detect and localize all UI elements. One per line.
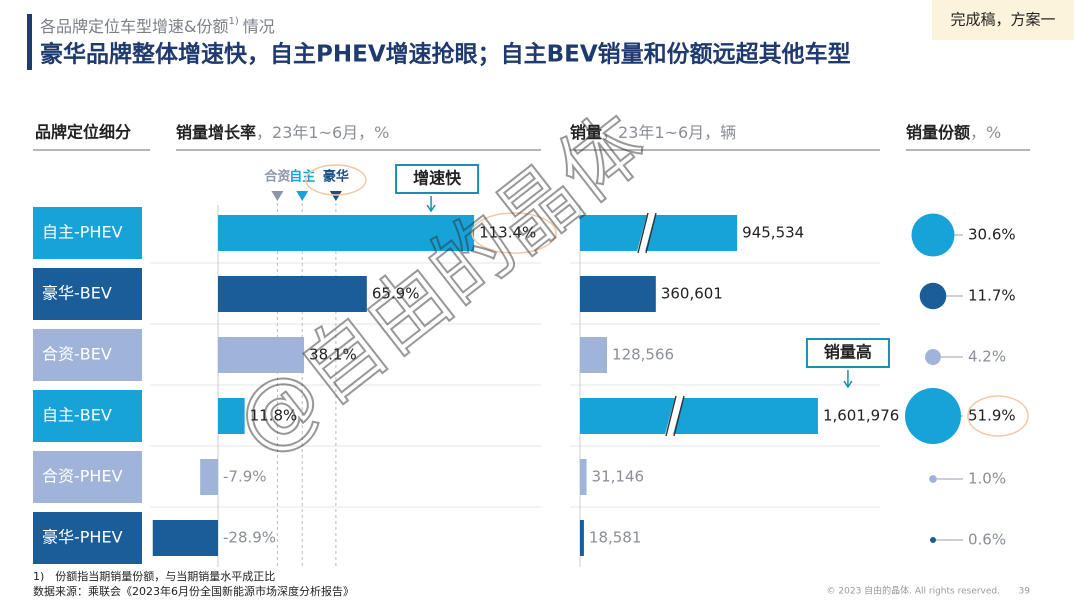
source: 数据来源：乘联会《2023年6月份全国新能源市场深度分析报告》 xyxy=(33,584,354,598)
column-subtitle: ，23年1~6月，辆 xyxy=(602,123,736,142)
highlight-ellipse xyxy=(471,212,557,254)
category-label: 自主-PHEV xyxy=(42,223,123,242)
stamp: 完成稿，方案一 xyxy=(950,10,1055,28)
growth-label: -28.9% xyxy=(223,529,276,547)
reference-marker xyxy=(329,191,342,201)
volume-label: 128,566 xyxy=(612,346,674,364)
category-label: 豪华-BEV xyxy=(42,284,112,303)
reference-marker xyxy=(271,191,284,201)
category-box xyxy=(33,451,142,503)
title-bar xyxy=(27,14,32,70)
annotation-arrow xyxy=(843,370,853,389)
growth-bar xyxy=(200,459,219,495)
share-bubble xyxy=(919,282,947,310)
row-header: 品牌定位细分 xyxy=(35,123,131,142)
kicker-text: 各品牌定位车型增速&份额 xyxy=(40,17,228,36)
share-label: 30.6% xyxy=(968,226,1016,244)
share-label: 11.7% xyxy=(968,287,1016,305)
kicker-sup: 1) xyxy=(228,16,238,27)
share-bubble xyxy=(905,388,961,444)
reference-label: 合资 xyxy=(264,169,290,185)
annotation-box xyxy=(395,164,480,194)
growth-label: 113.4% xyxy=(479,224,536,242)
slide-title: 豪华品牌整体增速快，自主PHEV增速抢眼；自主BEV销量和份额远超其他车型 xyxy=(40,41,851,68)
page-number: 39 xyxy=(1019,587,1031,597)
category-box xyxy=(33,268,142,320)
growth-bar xyxy=(218,337,305,373)
category-box xyxy=(33,207,142,259)
category-label: 合资-BEV xyxy=(42,345,112,364)
category-label: 自主-BEV xyxy=(42,406,112,425)
growth-bar xyxy=(152,520,219,556)
volume-bar xyxy=(580,520,584,556)
share-label: 4.2% xyxy=(968,348,1006,366)
volume-label: 18,581 xyxy=(589,529,642,547)
share-bubble xyxy=(929,536,937,544)
growth-label: 65.9% xyxy=(372,285,420,303)
column-title: 销量份额 xyxy=(906,123,970,142)
category-label: 豪华-PHEV xyxy=(42,528,123,547)
category-box xyxy=(33,329,142,381)
growth-bar xyxy=(218,398,245,434)
growth-bar xyxy=(218,215,475,251)
footnote: 1) 份额指当期销量份额，与当期销量水平成正比 xyxy=(33,569,275,583)
category-box xyxy=(33,390,142,442)
copyright: © 2023 自由的晶体. All rights reserved. xyxy=(827,585,1000,597)
annotation-arrow xyxy=(426,196,436,213)
volume-label: 945,534 xyxy=(742,224,804,242)
growth-bar xyxy=(218,276,367,312)
share-bubble xyxy=(925,349,941,365)
volume-bar xyxy=(580,276,656,312)
axis-break xyxy=(664,396,684,436)
stamp-box xyxy=(932,0,1074,40)
axis-break-lines xyxy=(665,395,685,437)
share-bubble xyxy=(929,475,937,483)
growth-label: -7.9% xyxy=(223,468,267,486)
growth-label: 38.1% xyxy=(309,346,357,364)
volume-label: 31,146 xyxy=(592,468,645,486)
volume-bar xyxy=(580,459,587,495)
annotation-box xyxy=(805,338,890,368)
column-subtitle: ，% xyxy=(970,123,1001,142)
volume-bar xyxy=(580,398,818,434)
kicker-tail: 情况 xyxy=(243,17,275,36)
share-label: 0.6% xyxy=(968,531,1006,549)
reference-marker xyxy=(296,191,309,201)
volume-bar xyxy=(580,215,738,251)
highlight-ellipse xyxy=(967,395,1029,437)
share-bubble xyxy=(911,213,955,257)
category-label: 合资-PHEV xyxy=(42,467,123,486)
growth-label: 11.8% xyxy=(250,407,298,425)
column-header: 销量份额，% xyxy=(906,123,1001,142)
volume-label: 1,601,976 xyxy=(823,407,899,425)
charts: 销量增长率，23年1~6月，% 销量，23年1~6月，辆 销量份额，% 自主-PHEV… xyxy=(33,123,1029,567)
volume-label: 360,601 xyxy=(661,285,723,303)
share-label: 51.9% xyxy=(968,407,1016,425)
annotation: 销量高 xyxy=(824,343,872,362)
share-label: 1.0% xyxy=(968,470,1006,488)
reference-label: 豪华 xyxy=(323,169,349,185)
annotation: 增速快 xyxy=(413,169,462,188)
volume-bar xyxy=(580,337,608,373)
column-header: 销量增长率，23年1~6月，% xyxy=(176,123,389,142)
column-title: 销量 xyxy=(570,123,602,142)
column-subtitle: ，23年1~6月，% xyxy=(256,123,389,142)
axis-break xyxy=(636,213,656,253)
kicker: 各品牌定位车型增速&份额1) 情况 xyxy=(40,16,275,36)
category-box xyxy=(33,512,142,564)
highlight-ellipse xyxy=(305,164,367,196)
column-title: 销量增长率 xyxy=(176,123,256,142)
column-header: 销量，23年1~6月，辆 xyxy=(570,123,736,142)
axis-break-lines xyxy=(637,212,657,254)
